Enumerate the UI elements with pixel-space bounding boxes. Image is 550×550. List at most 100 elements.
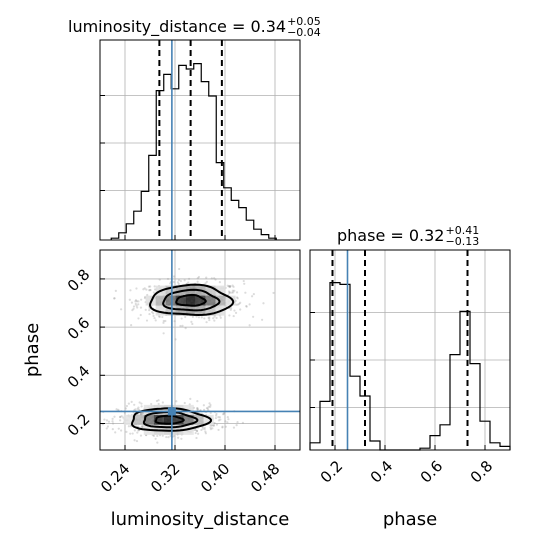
scatter-point [241, 421, 245, 424]
density-cell [173, 414, 184, 425]
scatter-point [141, 412, 144, 415]
xtick-label-phase-2: 0.6 [417, 457, 447, 487]
scatter-point [127, 402, 130, 405]
scatter-point [162, 321, 165, 324]
scatter-point [172, 275, 176, 278]
scatter-point [219, 316, 222, 319]
title-phase: phase = 0.32 +0.41 −0.13 [337, 224, 479, 248]
scatter-point [229, 285, 232, 288]
scatter-point [227, 285, 231, 288]
scatter-point [167, 436, 170, 439]
ytick-label-phase-3: 0.8 [64, 265, 94, 295]
scatter-point [204, 430, 207, 433]
scatter-point [130, 301, 134, 304]
title-phase-sub: −0.13 [445, 235, 479, 248]
density-cell [215, 285, 226, 296]
scatter-point [239, 308, 242, 311]
scatter-point [162, 332, 165, 335]
scatter-point [211, 427, 214, 430]
scatter-point [213, 315, 216, 318]
scatter-point [133, 429, 136, 432]
scatter-point [196, 408, 200, 411]
scatter-point [229, 285, 232, 288]
xtick-label-phase-1: 0.4 [367, 457, 397, 487]
scatter-point [161, 401, 164, 404]
density-cell [155, 305, 166, 316]
scatter-point [137, 300, 140, 303]
scatter-point [231, 284, 234, 287]
scatter-point [210, 277, 213, 280]
scatter-point [187, 281, 190, 284]
scatter-point [252, 315, 255, 318]
scatter-point [195, 436, 198, 440]
scatter-point [228, 292, 231, 295]
scatter-point [152, 291, 155, 294]
scatter-point [194, 431, 197, 435]
scatter-point [191, 315, 194, 318]
scatter-point [228, 285, 232, 289]
scatter-point [111, 428, 114, 431]
scatter-point [152, 312, 155, 315]
scatter-point [140, 405, 143, 408]
scatter-point [207, 316, 210, 319]
scatter-point [197, 275, 201, 279]
scatter-point [228, 291, 232, 294]
scatter-point [209, 411, 212, 414]
scatter-point [141, 412, 144, 415]
frame-phase [309, 249, 511, 451]
scatter-point [145, 288, 148, 291]
ytick-label-phase-2: 0.6 [64, 314, 94, 344]
scatter-point [162, 319, 165, 323]
scatter-point [238, 302, 241, 305]
scatter-point [119, 415, 122, 418]
scatter-point [203, 317, 206, 320]
scatter-point [148, 309, 151, 312]
scatter-point [143, 297, 147, 300]
scatter-point [250, 295, 254, 298]
scatter-point [200, 316, 203, 319]
scatter-point [134, 302, 137, 306]
scatter-point [183, 401, 186, 405]
frame-joint [99, 249, 301, 451]
scatter-point [166, 277, 170, 281]
scatter-point [154, 319, 157, 322]
scatter-point [150, 402, 153, 406]
scatter-point [212, 424, 215, 427]
density-cell [163, 414, 174, 425]
scatter-point [261, 318, 264, 321]
scatter-point [179, 279, 183, 283]
scatter-point [127, 425, 130, 428]
xtick-label-phase-3: 0.8 [467, 457, 497, 487]
scatter-point [203, 408, 206, 412]
density-cell [133, 414, 144, 425]
scatter-point [164, 319, 167, 323]
scatter-point [234, 311, 238, 314]
scatter-point [218, 281, 221, 284]
scatter-point [215, 412, 218, 416]
density-cell [175, 295, 186, 306]
scatter-point [245, 304, 248, 308]
scatter-point [242, 279, 245, 283]
scatter-point [191, 322, 194, 326]
scatter-point [137, 406, 140, 409]
scatter-point [272, 291, 275, 295]
scatter-point [217, 416, 220, 419]
scatter-point [111, 420, 114, 423]
scatter-point [196, 406, 199, 410]
scatter-point [197, 316, 201, 319]
scatter-point [205, 321, 208, 324]
scatter-point [113, 415, 116, 418]
scatter-point [196, 276, 199, 280]
scatter-point [117, 427, 120, 430]
hist-phase [309, 282, 511, 451]
scatter-point [209, 426, 212, 429]
density-cell [123, 414, 134, 425]
scatter-point [137, 429, 140, 432]
title-lum-main: luminosity_distance = 0.34 [68, 17, 286, 37]
scatter-point [161, 434, 164, 437]
scatter-point [158, 315, 161, 318]
scatter-point [226, 421, 229, 424]
scatter-point [117, 408, 120, 411]
scatter-point [226, 415, 229, 419]
